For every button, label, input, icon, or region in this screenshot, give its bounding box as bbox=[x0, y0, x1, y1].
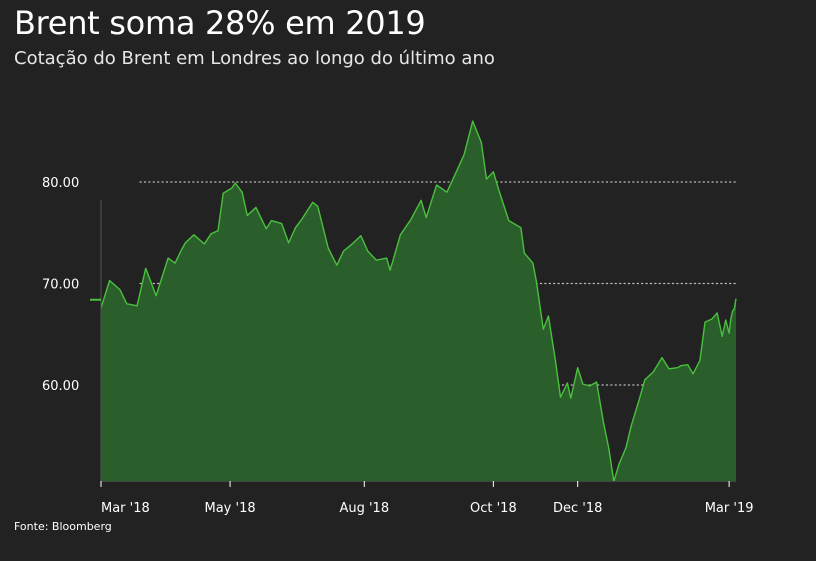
y-tick-label: 70.00 bbox=[42, 278, 79, 293]
chart-title: Brent soma 28% em 2019 bbox=[14, 4, 426, 42]
x-tick-label: Mar '18 bbox=[101, 501, 150, 516]
y-tick-label: 60.00 bbox=[42, 379, 79, 394]
plot-area bbox=[100, 120, 737, 483]
axes: 60.00 70.00 80.00 Mar '18 May '18 Aug '18 Oct … bbox=[42, 176, 754, 516]
price-line bbox=[100, 120, 737, 483]
gridlines bbox=[139, 181, 737, 386]
y-tick-label: 80.00 bbox=[42, 176, 79, 191]
x-tick-label: May '18 bbox=[205, 501, 256, 516]
x-tick-label: Dec '18 bbox=[553, 501, 602, 516]
x-tick-label: Oct '18 bbox=[470, 501, 517, 516]
x-tick-label: Aug '18 bbox=[339, 501, 389, 516]
x-tick-label: Mar '19 bbox=[705, 501, 754, 516]
price-area bbox=[101, 121, 736, 482]
source-note: Fonte: Bloomberg bbox=[14, 520, 112, 533]
chart-subtitle: Cotação do Brent em Londres ao longo do … bbox=[14, 48, 495, 69]
